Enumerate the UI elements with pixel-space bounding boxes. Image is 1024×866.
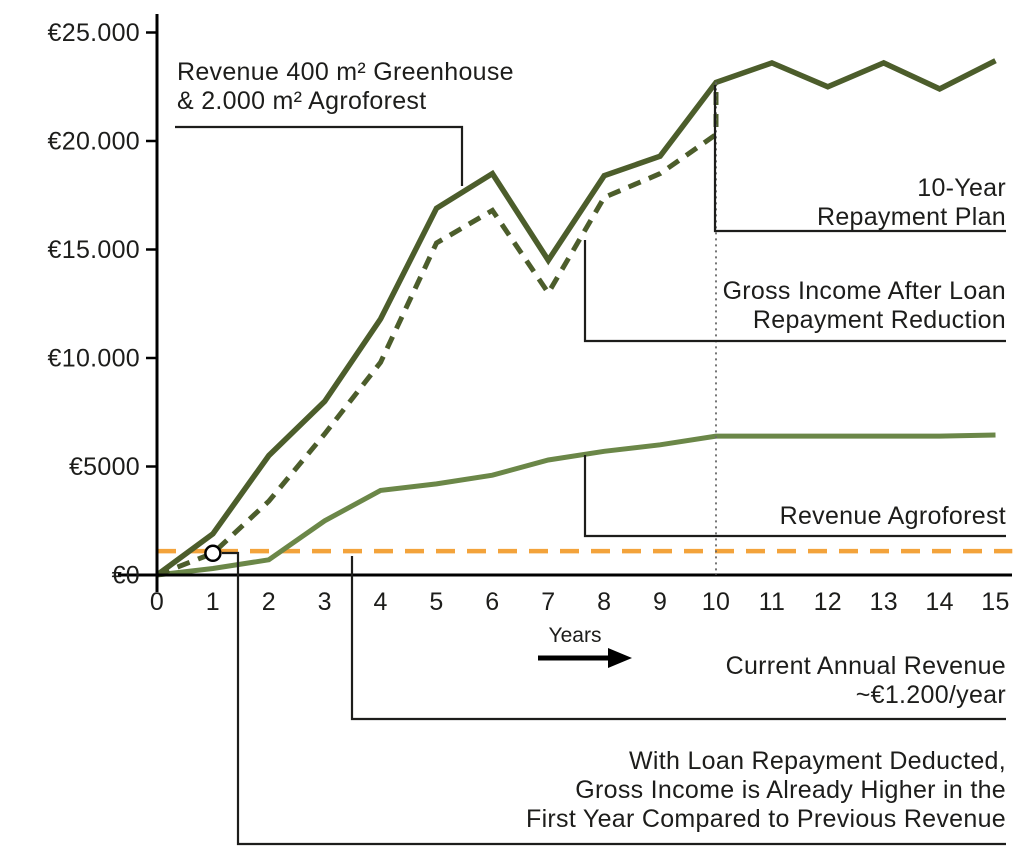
reference-layer	[204, 82, 717, 575]
annotation-current-revenue-line2: ~€1.200/year	[856, 681, 1006, 709]
series-layer	[155, 58, 1013, 578]
x-tick-label: 10	[702, 588, 730, 616]
y-tick-label: €20.000	[48, 128, 140, 156]
x-axis-title: Years	[549, 624, 602, 647]
x-tick-label: 3	[318, 588, 332, 616]
x-tick-label: 4	[373, 588, 387, 616]
annotation-repayment-plan-line1: 10-Year	[917, 174, 1006, 202]
series-line-2	[156, 432, 996, 578]
annotation-first-year-line3: First Year Compared to Previous Revenue	[526, 805, 1006, 833]
x-tick-label: 9	[653, 588, 667, 616]
y-tick-label: €5000	[69, 453, 140, 481]
first-year-marker	[204, 544, 222, 563]
callout-first-year-line	[222, 551, 1006, 846]
annotation-repayment-plan-line2: Repayment Plan	[817, 203, 1006, 231]
annotation-first-year-line2: Gross Income is Already Higher in the	[575, 776, 1006, 804]
annotation-current-revenue-line1: Current Annual Revenue	[726, 652, 1006, 680]
x-tick-label: 0	[150, 588, 164, 616]
x-tick-label: 2	[262, 588, 276, 616]
series-line-1	[156, 82, 719, 578]
callout-agroforest-line	[583, 455, 1006, 538]
x-tick-label: 11	[759, 588, 786, 616]
callout-current-revenue-line	[350, 556, 1006, 721]
x-tick-label: 14	[925, 588, 953, 616]
annotation-gross-income-line1: Gross Income After Loan	[723, 277, 1006, 305]
annotation-greenhouse-line2: & 2.000 m² Agroforest	[177, 87, 426, 115]
x-tick-label: 8	[597, 588, 611, 616]
x-tick-label: 6	[485, 588, 499, 616]
x-tick-label: 7	[541, 588, 555, 616]
annotation-agroforest: Revenue Agroforest	[780, 502, 1006, 530]
y-tick-label: €10.000	[48, 345, 140, 373]
series-line-0	[155, 58, 997, 578]
years-arrow-head-icon	[608, 648, 632, 668]
annotation-first-year-line1: With Loan Repayment Deducted,	[629, 747, 1006, 775]
y-tick-label: €25.000	[48, 19, 140, 47]
y-tick-label: €15.000	[48, 236, 140, 264]
callout-gross-income-line	[583, 240, 1006, 343]
annotation-greenhouse-line1: Revenue 400 m² Greenhouse	[177, 58, 514, 86]
x-tick-label: 15	[981, 588, 1009, 616]
x-tick-label: 5	[429, 588, 443, 616]
x-tick-label: 12	[814, 588, 842, 616]
annotation-gross-income-line2: Repayment Reduction	[753, 306, 1006, 334]
callout-repayment-plan-line	[713, 85, 1006, 233]
tick-layer: €25.000€20.000€15.000€10.000€5000€00 1 2 3 4…	[48, 19, 1010, 616]
y-tick-label: €0	[112, 562, 140, 590]
x-tick-label: 1	[206, 588, 220, 616]
callout-greenhouse-line	[175, 125, 464, 186]
x-tick-label: 13	[869, 588, 897, 616]
